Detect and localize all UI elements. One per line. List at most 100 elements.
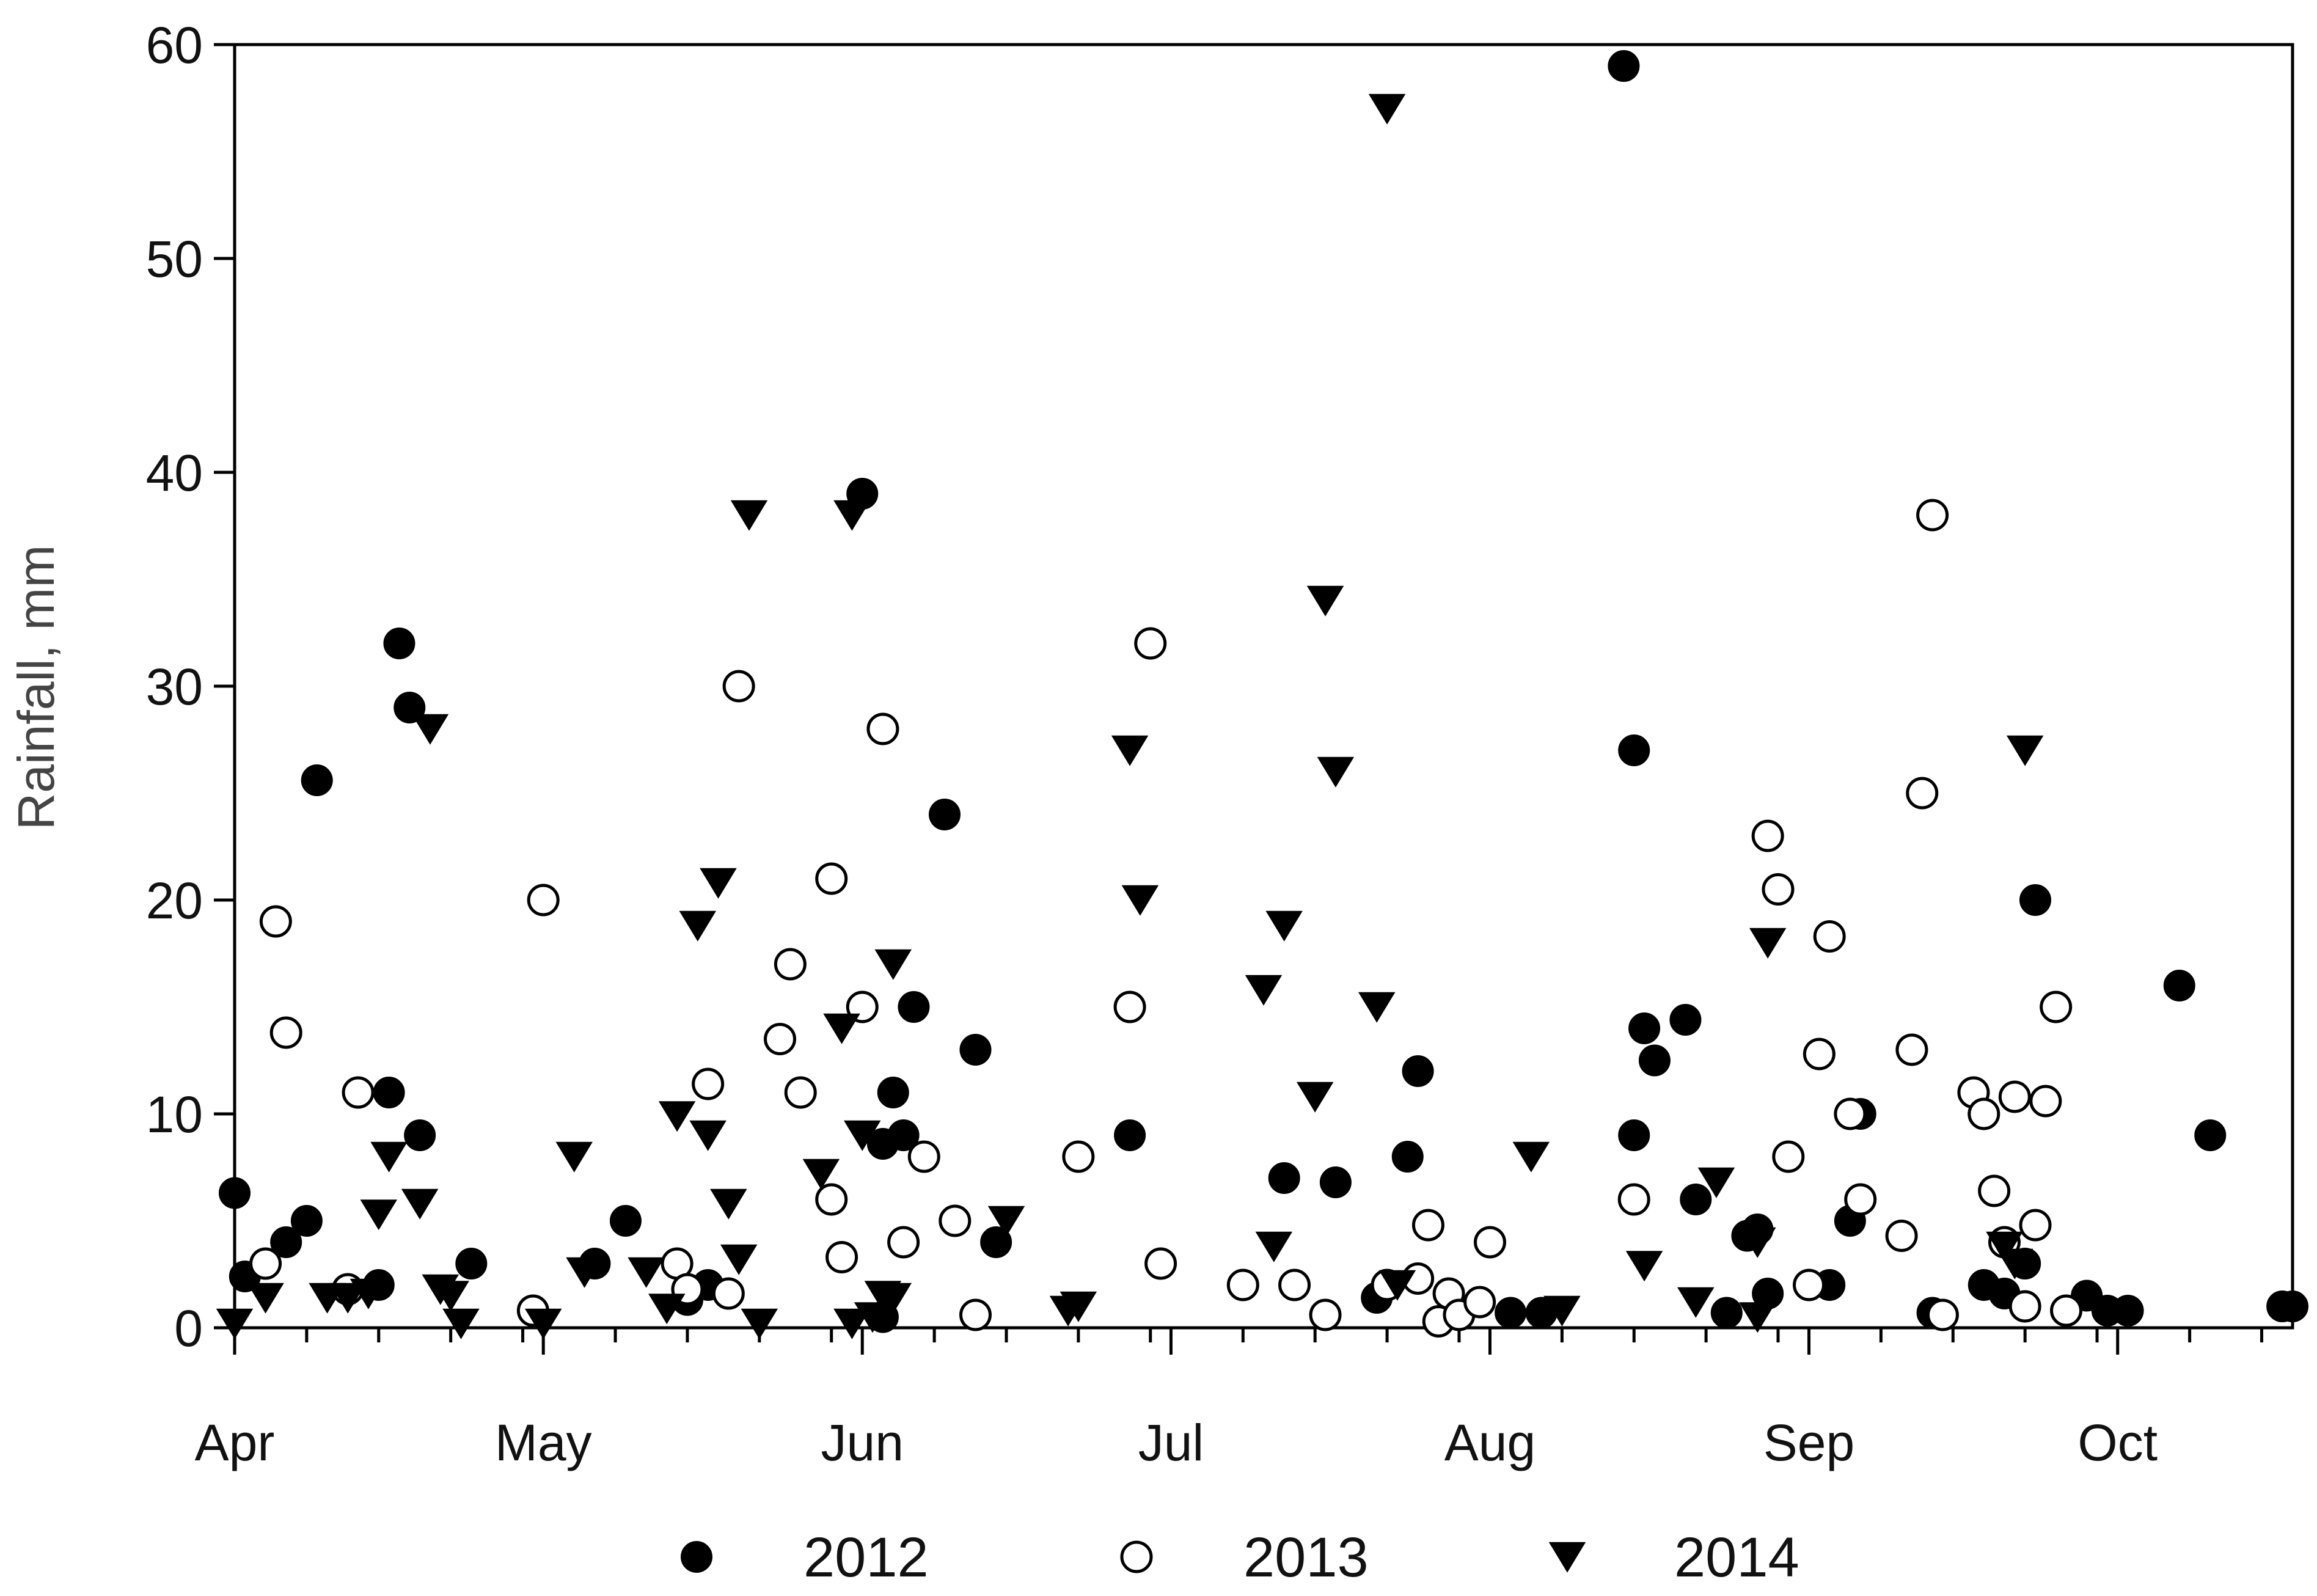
data-point-2013 (1795, 1270, 1824, 1300)
legend-label-2012: 2012 (803, 1526, 929, 1589)
data-point-2013 (1115, 992, 1144, 1022)
data-point-2012 (1404, 1056, 1433, 1086)
data-point-2012 (1712, 1298, 1741, 1328)
y-tick-label: 30 (146, 658, 203, 716)
data-point-2014 (1246, 976, 1280, 1004)
data-point-2014 (403, 1190, 437, 1218)
x-tick-label: Jul (1138, 1414, 1204, 1471)
data-point-2014 (1514, 1143, 1548, 1171)
data-point-2013 (529, 885, 558, 915)
data-point-2012 (2021, 885, 2050, 915)
data-point-2013 (1918, 500, 1947, 530)
data-point-2014 (1627, 1252, 1661, 1280)
data-point-2014 (1267, 912, 1301, 940)
data-point-2012 (2165, 971, 2194, 1000)
data-point-2012 (1671, 1005, 1700, 1034)
data-point-2014 (1257, 1232, 1290, 1261)
y-tick-label: 10 (146, 1086, 203, 1143)
data-point-2013 (2031, 1086, 2060, 1116)
data-point-2012 (1115, 1121, 1144, 1150)
data-point-2013 (786, 1078, 815, 1107)
data-point-2014 (876, 950, 910, 978)
data-point-2012 (1393, 1142, 1422, 1171)
data-point-2012 (405, 1121, 434, 1150)
data-point-2013 (1280, 1270, 1309, 1300)
data-point-2012 (2278, 1292, 2307, 1321)
data-point-2014 (1319, 758, 1352, 786)
data-point-2013 (1897, 1035, 1927, 1064)
data-point-2013 (261, 907, 290, 936)
data-point-2013 (1836, 1099, 1865, 1129)
y-tick-label: 20 (146, 872, 203, 929)
x-tick-label: Sep (1763, 1414, 1854, 1471)
data-point-2014 (1113, 736, 1146, 764)
legend: 2012 2013 2014 (682, 1526, 1799, 1589)
x-tick-label: Aug (1444, 1414, 1536, 1471)
data-point-2014 (661, 1102, 694, 1130)
data-point-2013 (1763, 875, 1793, 904)
data-point-2014 (1308, 587, 1342, 615)
data-point-2012 (1619, 736, 1649, 765)
data-point-2014 (2008, 736, 2042, 764)
data-point-2012 (292, 1206, 321, 1235)
data-point-2013 (1465, 1287, 1495, 1317)
data-point-2014 (835, 501, 869, 529)
y-axis-ticks: 0 10 20 30 40 50 60 (146, 16, 235, 1357)
data-point-2013 (2010, 1292, 2040, 1321)
data-point-2014 (1679, 1288, 1713, 1316)
data-point-2014 (1360, 993, 1394, 1021)
data-point-2013 (251, 1249, 280, 1278)
data-point-2013 (2052, 1296, 2081, 1325)
data-point-2012 (611, 1206, 640, 1235)
data-point-2013 (1413, 1210, 1443, 1240)
data-point-2013 (1969, 1099, 1999, 1129)
data-point-2013 (343, 1078, 373, 1107)
data-point-2014 (1123, 886, 1157, 914)
data-point-2012 (930, 800, 959, 829)
data-point-2013 (1804, 1039, 1834, 1069)
data-point-2013 (827, 1243, 857, 1272)
data-point-2013 (1311, 1300, 1340, 1330)
data-point-2013 (1475, 1228, 1504, 1257)
data-point-2013 (1928, 1300, 1957, 1330)
data-point-2012 (1496, 1298, 1525, 1328)
data-point-2014 (712, 1190, 745, 1218)
x-tick-label: May (495, 1414, 592, 1471)
data-point-2013 (868, 714, 898, 744)
data-point-2014 (825, 1014, 858, 1042)
data-point-2013 (2000, 1082, 2029, 1111)
legend-label-2014: 2014 (1674, 1526, 1799, 1589)
data-point-2013 (1136, 629, 1165, 658)
data-point-2013 (694, 1069, 723, 1099)
data-point-2013 (1228, 1270, 1257, 1300)
data-point-2012 (1609, 51, 1638, 81)
data-point-2014 (701, 869, 735, 897)
data-point-2014 (629, 1258, 663, 1286)
data-point-2013 (1753, 821, 1782, 851)
y-tick-label: 50 (146, 230, 203, 288)
data-point-2013 (940, 1206, 970, 1235)
plot-area-frame (235, 45, 2293, 1328)
data-point-2013 (1887, 1221, 1916, 1251)
data-point-2013 (271, 1018, 301, 1047)
data-point-2012 (1681, 1185, 1710, 1214)
data-point-2013 (2041, 992, 2071, 1022)
data-point-2014 (1370, 95, 1404, 123)
data-point-2014 (557, 1143, 591, 1171)
data-point-2014 (722, 1245, 756, 1273)
y-tick-label: 40 (146, 444, 203, 502)
x-tick-label: Apr (195, 1414, 275, 1471)
data-point-2012 (1270, 1163, 1299, 1193)
data-point-2013 (961, 1300, 990, 1330)
data-point-2012 (384, 629, 414, 658)
data-point-2012 (2195, 1121, 2225, 1150)
data-point-2013 (889, 1228, 918, 1257)
data-point-2013 (714, 1279, 743, 1308)
data-point-2012 (961, 1035, 990, 1064)
data-points (218, 51, 2307, 1338)
data-point-2012 (2114, 1296, 2143, 1325)
data-point-2012 (375, 1078, 404, 1107)
legend-marker-2012 (682, 1542, 711, 1572)
data-point-2014 (681, 912, 714, 940)
